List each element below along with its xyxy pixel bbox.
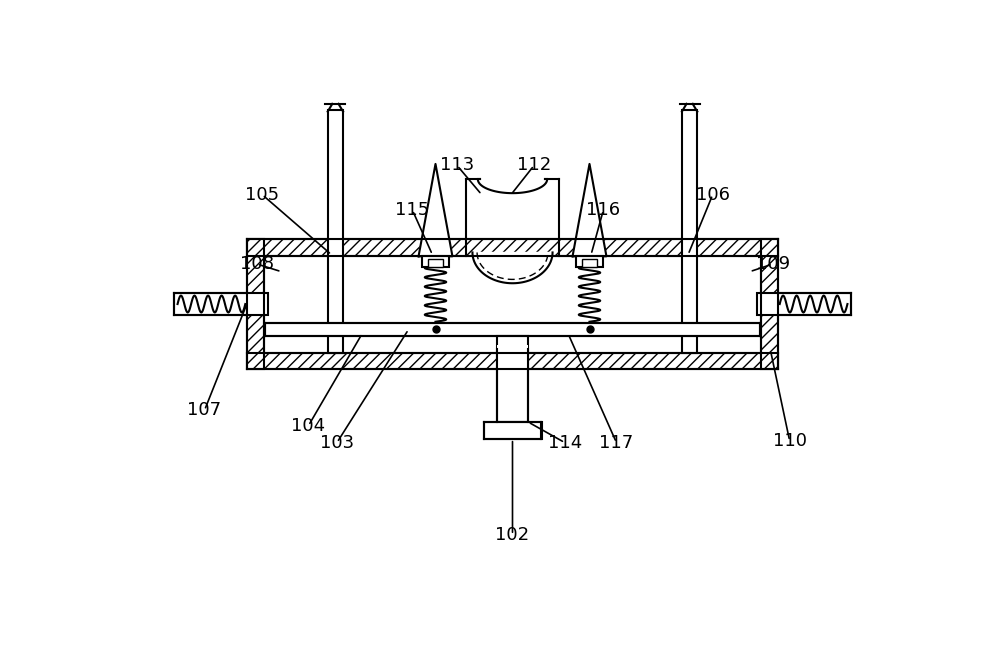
Text: 114: 114 <box>548 434 582 451</box>
Text: 102: 102 <box>495 526 530 544</box>
Text: 115: 115 <box>395 201 430 219</box>
Text: 107: 107 <box>187 401 222 419</box>
Bar <box>576 256 603 267</box>
Text: 116: 116 <box>586 201 620 219</box>
Bar <box>422 256 449 267</box>
Bar <box>682 110 697 352</box>
Text: 110: 110 <box>773 432 807 450</box>
Text: 105: 105 <box>245 185 279 204</box>
Text: 106: 106 <box>696 185 730 204</box>
Text: 103: 103 <box>320 434 354 451</box>
Bar <box>761 240 778 370</box>
Bar <box>264 256 761 352</box>
Bar <box>265 323 760 337</box>
Bar <box>497 345 528 370</box>
Bar <box>428 259 443 267</box>
Bar <box>328 110 343 352</box>
Text: 117: 117 <box>599 434 634 451</box>
Bar <box>582 259 597 267</box>
Bar <box>247 352 778 370</box>
Bar <box>247 240 778 256</box>
Text: 109: 109 <box>756 255 790 273</box>
Text: 113: 113 <box>440 156 474 174</box>
Bar <box>497 337 528 422</box>
Polygon shape <box>419 164 452 256</box>
Bar <box>247 240 264 370</box>
Polygon shape <box>573 164 606 256</box>
Bar <box>757 293 851 315</box>
Polygon shape <box>472 253 553 283</box>
Text: 108: 108 <box>240 255 274 273</box>
Bar <box>484 422 542 439</box>
Bar <box>174 293 268 315</box>
Text: 104: 104 <box>291 416 326 435</box>
Text: 112: 112 <box>517 156 551 174</box>
